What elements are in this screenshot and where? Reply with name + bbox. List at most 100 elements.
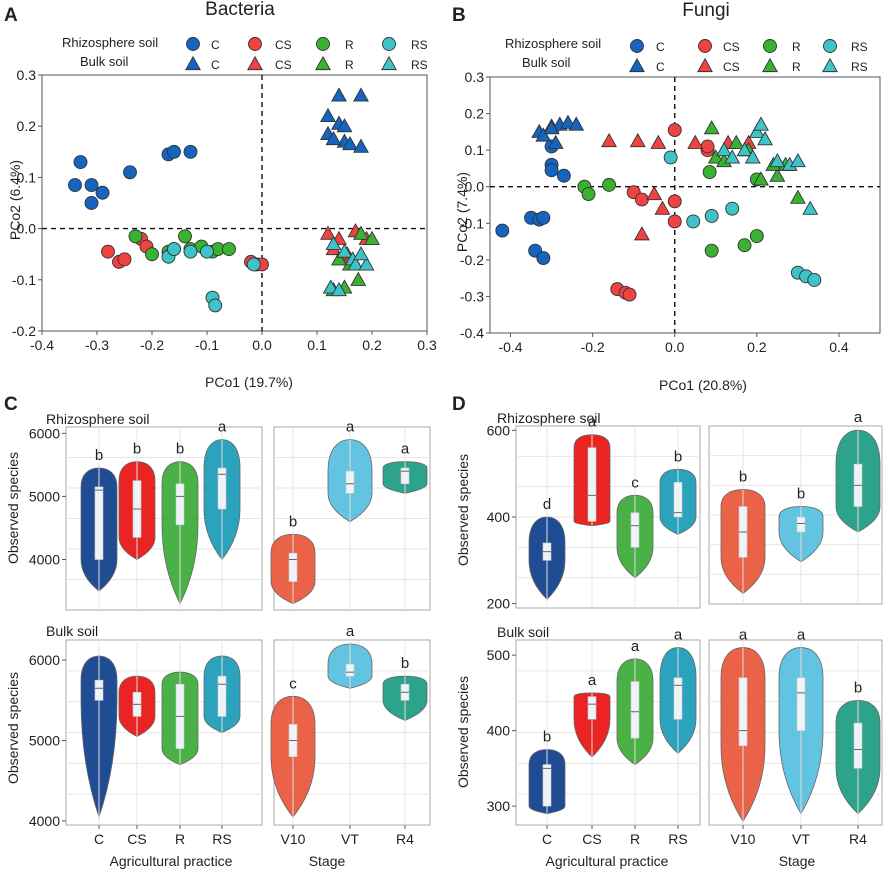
panel-c-xlabel-right: Stage	[309, 853, 346, 869]
panel-b-legend-circle-marker	[823, 39, 837, 53]
panel-b-point	[769, 152, 786, 168]
c-bottom-left-xtick-label: RS	[212, 831, 231, 847]
panel-a-point	[353, 225, 369, 240]
panel-b-legend-label: RS	[851, 60, 868, 74]
panel-a-legend-label: CS	[275, 38, 292, 52]
panel-b-ytick-label: -0.3	[460, 288, 484, 304]
d-bottom-right-letter-VT: a	[797, 627, 806, 644]
c-bottom-left-box-RS	[217, 675, 227, 717]
d-bottom-left-letter-CS: a	[588, 672, 597, 689]
panel-b-point	[633, 226, 650, 241]
c-top-left-letter-C: b	[95, 447, 103, 464]
panel-a-point	[347, 256, 364, 271]
d-top-left-ytick-label: 600	[487, 422, 511, 438]
panel-b-point	[601, 132, 618, 148]
panel-b-point	[686, 214, 701, 229]
panel-b-point	[667, 123, 682, 137]
panel-a-point	[353, 87, 369, 102]
d-bottom-left-box-C	[542, 764, 552, 807]
c-top-right-box-R4	[400, 467, 410, 485]
panel-b-title: Fungi	[682, 0, 730, 21]
panel-b-ytick-label: -0.4	[460, 325, 484, 341]
panel-a-point	[336, 243, 353, 258]
panel-letter-d: D	[452, 394, 466, 415]
panel-a-point	[246, 257, 261, 272]
chart-marks: -0.4 -0.3 -0.2 -0.1 0.0 0.1 0.2 0.3 -0.2 -0.1 0.0 0…	[12, 37, 883, 847]
d-bottom-left-ytick-label: 400	[487, 723, 511, 739]
panel-a-title: Bacteria	[205, 0, 275, 20]
panel-a-point	[208, 298, 223, 313]
c-top-right-letter-R4: a	[401, 441, 410, 458]
panel-a-legend-circle-marker	[186, 37, 200, 51]
panel-b-point	[634, 192, 649, 207]
panel-a-legend-circle-marker	[248, 37, 262, 51]
d-bottom-left-xtick-label: RS	[668, 831, 687, 847]
c-bottom-right-letter-R4: b	[401, 655, 409, 672]
d-top-left-letter-C: d	[543, 496, 551, 513]
panel-b-point	[703, 120, 720, 135]
panel-b-legend-label: R	[792, 60, 801, 74]
panel-b-point	[536, 251, 551, 265]
panel-a-point	[222, 242, 236, 257]
d-bottom-right-box-VT	[796, 677, 806, 731]
panel-a-point	[68, 178, 82, 193]
c-bottom-left-xtick-label: C	[94, 831, 104, 847]
panel-a-legend-rhizosphere: Rhizosphere soil	[62, 35, 158, 50]
panel-a-ytick-label: 0.1	[17, 169, 37, 185]
panel-b-point	[581, 187, 596, 201]
panel-b-ytick-label: -0.2	[460, 252, 484, 268]
panel-b-legend-label: CS	[723, 60, 740, 74]
d-bottom-left-letter-C: b	[543, 728, 551, 745]
panel-a-legend-label: R	[345, 38, 354, 52]
d-top-left-letter-CS: a	[588, 414, 597, 431]
panel-b-legend-label: CS	[723, 40, 740, 54]
panel-d-subtitle-rhizosphere: Rhizosphere soil	[497, 410, 601, 426]
panel-b-point	[622, 287, 637, 302]
panel-a-xtick-label: 0.1	[307, 337, 327, 353]
c-top-left-box-C	[94, 486, 104, 560]
d-top-left-box-R	[630, 512, 640, 548]
d-top-left-box-CS	[587, 447, 597, 522]
c-top-right-box-VT	[345, 470, 355, 494]
panel-b-point	[556, 168, 571, 183]
panel-b-ylabel: PCo2 (7.4%)	[454, 172, 470, 252]
panel-b-legend-triangle-marker	[822, 57, 838, 73]
panel-b-ytick-label: 0.3	[465, 69, 485, 85]
d-bottom-left-box-R	[630, 681, 640, 739]
panel-b-legend-bulk: Bulk soil	[522, 55, 571, 70]
panel-a-ytick-label: -0.1	[12, 272, 36, 288]
c-bottom-right-letter-VT: a	[346, 623, 355, 640]
c-bottom-right-xtick-label: VT	[341, 831, 359, 847]
c-top-right-box-V10	[288, 552, 298, 582]
panel-a-legend-label: R	[345, 58, 354, 72]
panel-a-ylabel: PCo2 (6.4%)	[7, 160, 23, 240]
c-bottom-left-xtick-label: R	[175, 831, 185, 847]
panel-b-point	[602, 177, 617, 192]
panel-b-point	[752, 171, 769, 186]
d-bottom-left-xtick-label: C	[542, 831, 552, 847]
panel-a-point	[353, 246, 369, 261]
panel-b-frame	[489, 76, 881, 334]
panel-a-point	[183, 144, 198, 159]
c-top-left-ytick-label: 6000	[29, 425, 60, 441]
panel-a-legend-label: RS	[411, 38, 428, 52]
panel-b-point	[495, 223, 510, 238]
d-bottom-right-letter-R4: b	[854, 679, 862, 696]
panel-a-ytick-label: 0.0	[17, 221, 37, 237]
panel-b-legend-triangle-marker	[697, 57, 713, 73]
d-bottom-left-letter-R: a	[631, 638, 640, 655]
panel-d-subtitle-bulk: Bulk soil	[497, 624, 549, 640]
panel-b-legend-circle-marker	[763, 39, 777, 53]
d-top-left-letter-RS: b	[674, 448, 682, 465]
panel-b-point	[568, 116, 585, 131]
panel-c-subtitle-rhizosphere: Rhizosphere soil	[46, 411, 150, 427]
panel-c-ylabel-top: Observed species	[5, 452, 21, 564]
panel-b-legend-label: C	[656, 60, 665, 74]
panel-b-legend-label: C	[656, 40, 665, 54]
d-top-right-letter-VT: b	[797, 486, 805, 503]
panel-a-point	[101, 244, 115, 259]
d-bottom-left-box-CS	[587, 696, 597, 720]
panel-b-point	[629, 132, 646, 148]
d-bottom-left-xtick-label: R	[630, 831, 640, 847]
